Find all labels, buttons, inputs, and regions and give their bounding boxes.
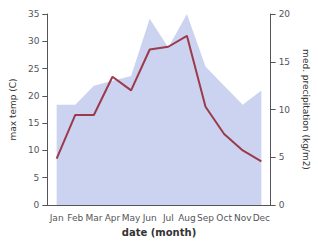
svg-text:30: 30 bbox=[28, 36, 40, 46]
svg-text:25: 25 bbox=[28, 64, 39, 74]
svg-text:10: 10 bbox=[279, 105, 291, 115]
svg-text:35: 35 bbox=[28, 9, 39, 19]
svg-text:Jun: Jun bbox=[142, 213, 157, 223]
svg-text:Dec: Dec bbox=[253, 213, 270, 223]
svg-text:Sep: Sep bbox=[197, 213, 214, 223]
svg-text:5: 5 bbox=[34, 173, 40, 183]
svg-text:15: 15 bbox=[28, 118, 39, 128]
svg-text:10: 10 bbox=[28, 145, 40, 155]
svg-text:Aug: Aug bbox=[178, 213, 196, 223]
svg-text:Mar: Mar bbox=[85, 213, 102, 223]
svg-text:20: 20 bbox=[28, 91, 40, 101]
svg-text:Feb: Feb bbox=[67, 213, 83, 223]
svg-text:15: 15 bbox=[279, 57, 290, 67]
svg-text:Jan: Jan bbox=[49, 213, 64, 223]
svg-text:max temp (C): max temp (C) bbox=[8, 78, 18, 140]
svg-text:Oct: Oct bbox=[216, 213, 232, 223]
svg-text:Jul: Jul bbox=[162, 213, 174, 223]
svg-text:May: May bbox=[122, 213, 141, 223]
svg-text:5: 5 bbox=[279, 152, 285, 162]
svg-text:date (month): date (month) bbox=[122, 227, 196, 238]
svg-text:0: 0 bbox=[34, 200, 40, 210]
svg-text:0: 0 bbox=[279, 200, 285, 210]
svg-text:Nov: Nov bbox=[234, 213, 252, 223]
svg-text:Apr: Apr bbox=[105, 213, 121, 223]
svg-text:20: 20 bbox=[279, 9, 291, 19]
svg-text:med. precipitation (kg/m2): med. precipitation (kg/m2) bbox=[301, 49, 311, 170]
